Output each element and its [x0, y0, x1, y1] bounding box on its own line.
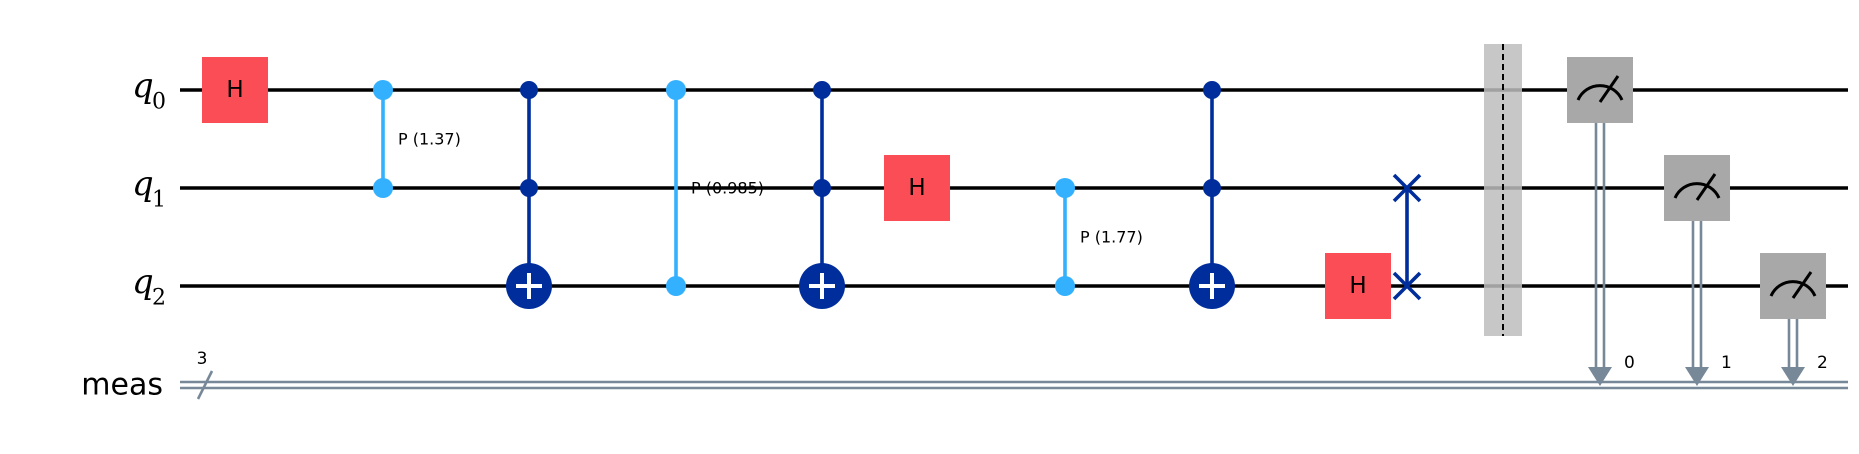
measure-box	[1760, 253, 1826, 319]
qubit-label-1: q1	[132, 164, 166, 213]
qubit-label-name: q	[132, 164, 154, 204]
ccx-gate-control	[1203, 179, 1221, 197]
qubit-label-index: 2	[152, 286, 166, 311]
measure-box	[1664, 155, 1730, 221]
ccx-gate-control	[813, 179, 831, 197]
cp-gate-control	[373, 80, 393, 100]
classical-bundle-slash	[198, 371, 212, 399]
measure-clbit-label: 1	[1721, 353, 1732, 373]
h-gate-label: H	[226, 77, 243, 103]
measure-box	[1567, 57, 1633, 123]
cp-gate-label: P (1.37)	[398, 130, 461, 149]
measure-clbit-label: 2	[1817, 353, 1828, 373]
cp-gate-control	[1055, 178, 1075, 198]
cp-gate-label: P (0.985)	[691, 179, 764, 198]
classical-register-size: 3	[197, 349, 208, 369]
classical-register-label: meas	[81, 368, 163, 403]
cp-gate-control	[1055, 276, 1075, 296]
ccx-gate-control	[1203, 81, 1221, 99]
ccx-gate-control	[813, 81, 831, 99]
barrier	[1484, 44, 1522, 336]
qubit-label-name: q	[132, 262, 154, 302]
ccx-gate-control	[520, 179, 538, 197]
h-gate-label: H	[1349, 273, 1366, 299]
swap-gate	[1394, 175, 1420, 299]
measure-gate: 2	[1760, 253, 1828, 386]
ccx-gate	[506, 81, 552, 309]
qubit-label-index: 0	[152, 90, 166, 115]
ccx-gate	[799, 81, 845, 309]
qubit-label-index: 1	[152, 188, 166, 213]
cp-gate: P (1.77)	[1055, 178, 1143, 296]
qubit-label-0: q0	[132, 66, 166, 115]
cp-gate-control	[666, 80, 686, 100]
h-gate: H	[1325, 253, 1391, 319]
h-gate: H	[202, 57, 268, 123]
measure-gate: 0	[1567, 57, 1635, 386]
h-gate: H	[884, 155, 950, 221]
ccx-gate	[1189, 81, 1235, 309]
qubit-label-2: q2	[132, 262, 166, 311]
cp-gate: P (1.37)	[373, 80, 461, 198]
qubit-label-name: q	[132, 66, 154, 106]
cp-gate-control	[373, 178, 393, 198]
cp-gate-control	[666, 276, 686, 296]
measure-gate: 1	[1664, 155, 1732, 386]
measure-clbit-label: 0	[1624, 353, 1635, 373]
ccx-gate-control	[520, 81, 538, 99]
cp-gate-label: P (1.77)	[1080, 228, 1143, 247]
h-gate-label: H	[908, 175, 925, 201]
